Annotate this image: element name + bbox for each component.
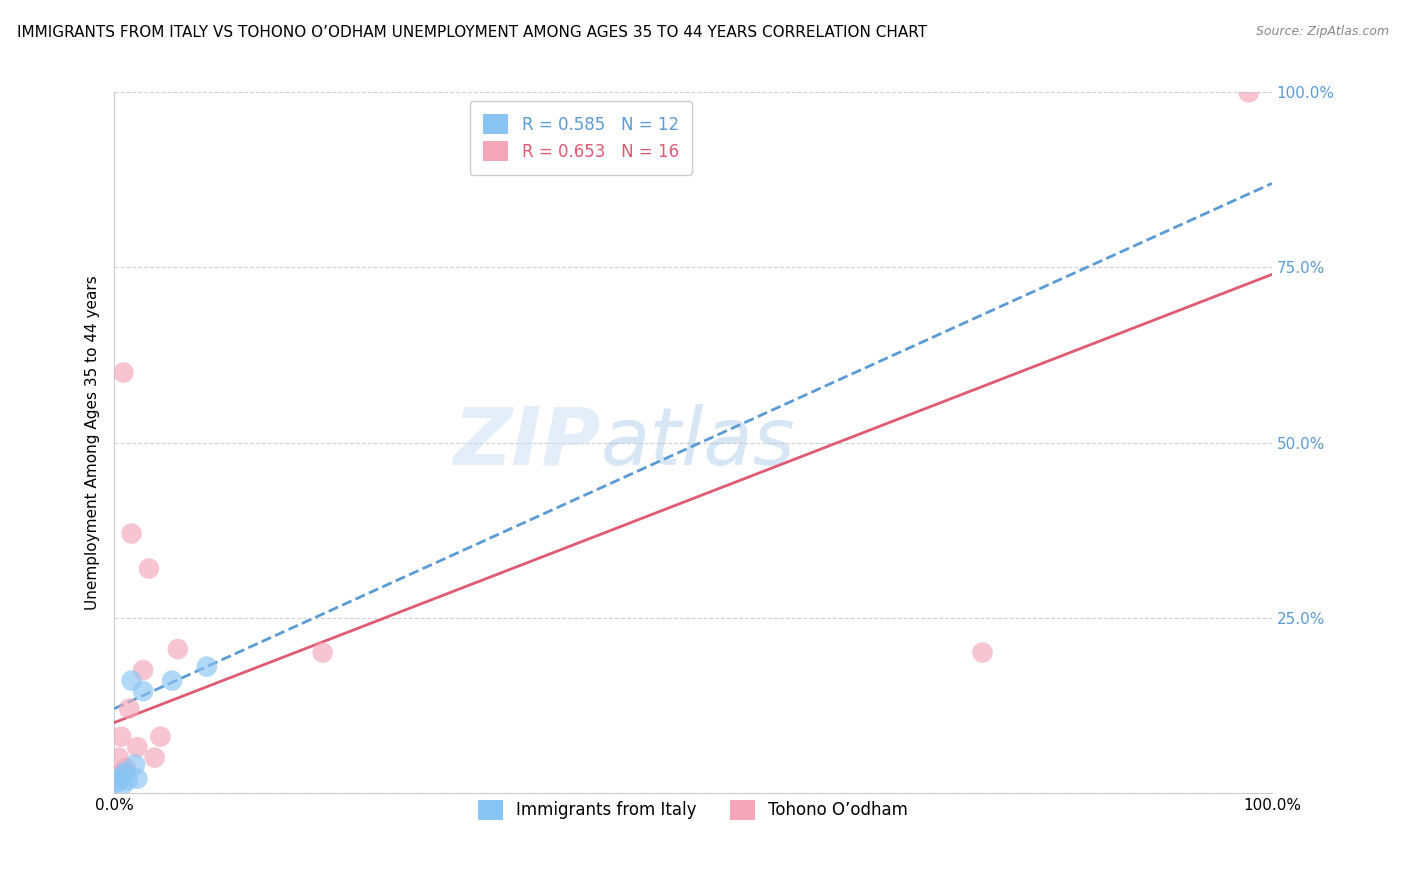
Point: [167, 642, 190, 657]
Point: [110, 730, 132, 744]
Point: [118, 701, 141, 715]
Legend: Immigrants from Italy, Tohono O’odham: Immigrants from Italy, Tohono O’odham: [464, 787, 921, 833]
Text: ZIP: ZIP: [453, 403, 600, 482]
Y-axis label: Unemployment Among Ages 35 to 44 years: Unemployment Among Ages 35 to 44 years: [86, 275, 100, 610]
Point: [143, 750, 166, 764]
Text: atlas: atlas: [600, 403, 796, 482]
Point: [114, 764, 136, 779]
Point: [112, 768, 135, 782]
Point: [132, 684, 155, 698]
Point: [1237, 86, 1260, 100]
Point: [138, 561, 160, 575]
Point: [114, 761, 136, 775]
Point: [107, 775, 129, 789]
Point: [127, 772, 149, 786]
Point: [127, 740, 149, 755]
Point: [149, 730, 172, 744]
Point: [972, 646, 994, 660]
Point: [108, 750, 131, 764]
Point: [105, 768, 128, 782]
Text: Source: ZipAtlas.com: Source: ZipAtlas.com: [1256, 25, 1389, 38]
Point: [132, 663, 155, 677]
Point: [124, 757, 146, 772]
Point: [117, 772, 139, 787]
Point: [111, 779, 134, 793]
Point: [121, 526, 143, 541]
Point: [108, 772, 131, 786]
Point: [160, 673, 183, 688]
Point: [195, 659, 218, 673]
Point: [121, 673, 143, 688]
Text: IMMIGRANTS FROM ITALY VS TOHONO O’ODHAM UNEMPLOYMENT AMONG AGES 35 TO 44 YEARS C: IMMIGRANTS FROM ITALY VS TOHONO O’ODHAM …: [17, 25, 927, 40]
Point: [311, 646, 333, 660]
Point: [112, 366, 135, 380]
